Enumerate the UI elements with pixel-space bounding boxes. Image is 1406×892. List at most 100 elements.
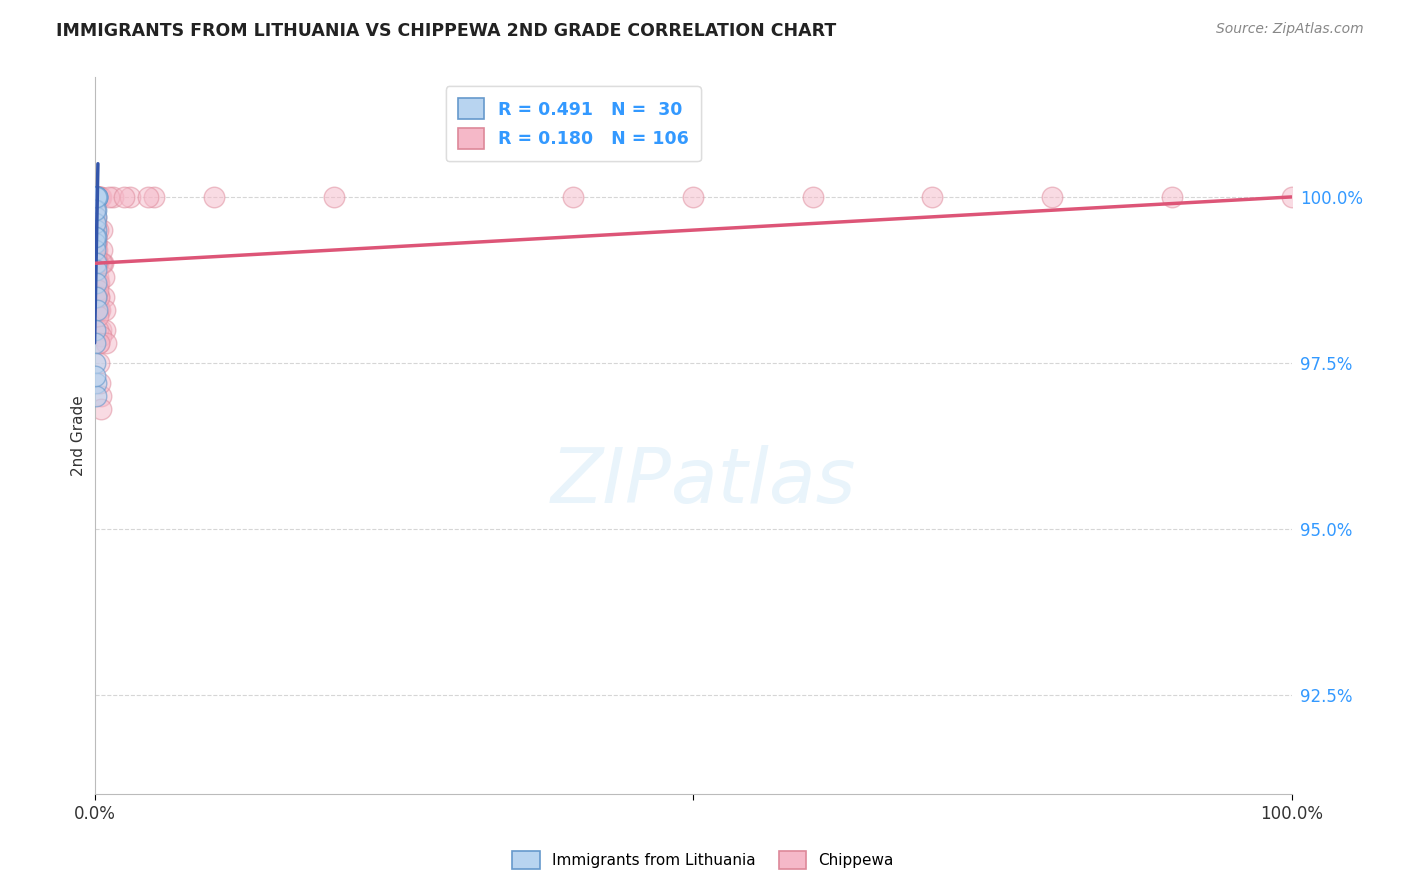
Text: IMMIGRANTS FROM LITHUANIA VS CHIPPEWA 2ND GRADE CORRELATION CHART: IMMIGRANTS FROM LITHUANIA VS CHIPPEWA 2N… — [56, 22, 837, 40]
Point — [84, 190, 107, 204]
Point — [84, 217, 107, 231]
Point — [86, 190, 108, 204]
Point — [86, 190, 108, 204]
Point — [89, 190, 111, 204]
Point — [89, 302, 111, 317]
Y-axis label: 2nd Grade: 2nd Grade — [72, 395, 86, 476]
Point — [84, 229, 107, 244]
Point — [84, 223, 107, 237]
Point — [84, 190, 107, 204]
Point — [84, 389, 107, 403]
Point — [84, 190, 107, 204]
Point — [91, 256, 114, 270]
Point — [86, 310, 108, 324]
Point — [84, 190, 107, 204]
Point — [84, 190, 107, 204]
Point — [84, 229, 107, 244]
Point — [86, 190, 108, 204]
Legend: R = 0.491   N =  30, R = 0.180   N = 106: R = 0.491 N = 30, R = 0.180 N = 106 — [446, 87, 700, 161]
Point — [86, 190, 108, 204]
Point — [87, 223, 110, 237]
Point — [86, 250, 108, 264]
Point — [90, 256, 112, 270]
Point — [93, 289, 115, 303]
Text: ZIPatlas: ZIPatlas — [550, 445, 856, 518]
Point — [143, 190, 166, 204]
Point — [86, 256, 108, 270]
Text: Source: ZipAtlas.com: Source: ZipAtlas.com — [1216, 22, 1364, 37]
Point — [87, 190, 110, 204]
Point — [84, 190, 107, 204]
Point — [86, 289, 108, 303]
Point — [87, 335, 110, 350]
Point — [94, 335, 117, 350]
Point — [84, 250, 107, 264]
Point — [89, 190, 111, 204]
Point — [86, 302, 108, 317]
Point — [87, 277, 110, 291]
Point — [84, 243, 107, 257]
Point — [1160, 190, 1182, 204]
Point — [84, 190, 107, 204]
Point — [84, 217, 107, 231]
Point — [84, 190, 107, 204]
Point — [89, 289, 111, 303]
Point — [1040, 190, 1063, 204]
Point — [84, 223, 107, 237]
Point — [89, 376, 111, 390]
Point — [87, 335, 110, 350]
Point — [86, 243, 108, 257]
Point — [86, 277, 108, 291]
Point — [90, 190, 112, 204]
Point — [202, 190, 225, 204]
Point — [84, 210, 107, 224]
Point — [138, 190, 160, 204]
Point — [90, 389, 112, 403]
Point — [87, 289, 110, 303]
Point — [84, 250, 107, 264]
Point — [86, 190, 108, 204]
Point — [86, 269, 108, 284]
Point — [87, 323, 110, 337]
Point — [87, 283, 110, 297]
Point — [84, 190, 107, 204]
Point — [84, 210, 107, 224]
Point — [84, 236, 107, 251]
Point — [90, 402, 112, 417]
Point — [84, 190, 107, 204]
Point — [84, 229, 107, 244]
Point — [84, 335, 107, 350]
Point — [114, 190, 136, 204]
Point — [86, 190, 108, 204]
Point — [84, 210, 107, 224]
Point — [84, 203, 107, 218]
Point — [90, 223, 112, 237]
Point — [323, 190, 346, 204]
Point — [84, 369, 107, 384]
Point — [86, 302, 108, 317]
Point — [84, 263, 107, 277]
Point — [84, 190, 107, 204]
Point — [84, 217, 107, 231]
Point — [921, 190, 943, 204]
Point — [84, 190, 107, 204]
Point — [84, 190, 107, 204]
Point — [87, 190, 110, 204]
Point — [90, 329, 112, 343]
Point — [84, 236, 107, 251]
Legend: Immigrants from Lithuania, Chippewa: Immigrants from Lithuania, Chippewa — [506, 845, 900, 875]
Point — [86, 190, 108, 204]
Point — [97, 190, 120, 204]
Point — [90, 256, 112, 270]
Point — [86, 190, 108, 204]
Point — [101, 190, 124, 204]
Point — [93, 269, 115, 284]
Point — [84, 243, 107, 257]
Point — [94, 323, 117, 337]
Point — [801, 190, 824, 204]
Point — [84, 190, 107, 204]
Point — [91, 243, 114, 257]
Point — [86, 256, 108, 270]
Point — [86, 190, 108, 204]
Point — [84, 256, 107, 270]
